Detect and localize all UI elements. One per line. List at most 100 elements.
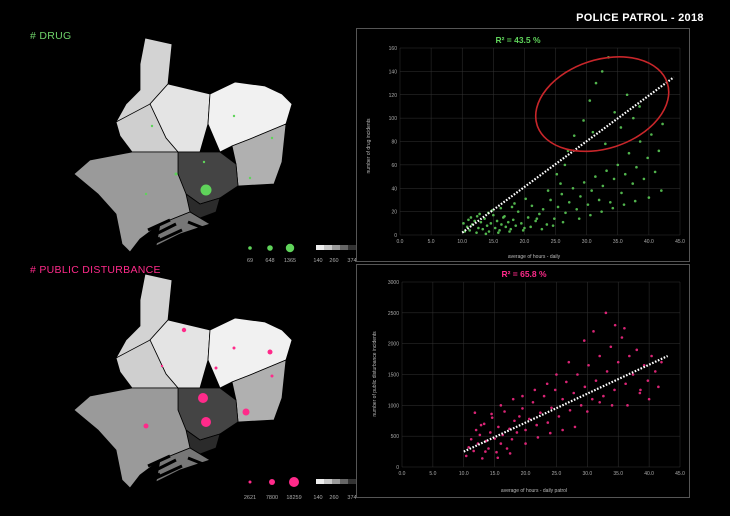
data-point xyxy=(467,218,470,222)
data-point xyxy=(536,436,540,439)
x-tick-label: 0.0 xyxy=(397,239,404,245)
x-tick-label: 20.0 xyxy=(521,471,531,477)
gray-swatch xyxy=(316,245,324,250)
data-point xyxy=(572,134,576,137)
gray-swatch xyxy=(324,245,332,250)
data-point xyxy=(549,198,552,202)
data-point xyxy=(503,410,506,413)
data-point xyxy=(650,354,653,358)
data-point xyxy=(520,222,523,225)
data-point xyxy=(647,397,651,401)
data-point xyxy=(661,122,664,126)
data-point xyxy=(631,182,635,185)
legend-size-medium xyxy=(267,245,273,251)
data-point xyxy=(579,404,583,407)
trend-line xyxy=(461,76,675,234)
legend-gray-label: 140 xyxy=(313,495,322,501)
data-point xyxy=(612,177,616,181)
legend-size-label: 2621 xyxy=(244,495,256,501)
data-point xyxy=(587,363,590,367)
data-point xyxy=(556,205,560,209)
legend-size-medium xyxy=(269,479,275,485)
data-point xyxy=(588,99,592,102)
data-point xyxy=(560,192,564,196)
data-point xyxy=(575,207,579,211)
y-tick-label: 3000 xyxy=(388,280,399,286)
legend-gray-label: 260 xyxy=(329,258,338,264)
gray-swatch xyxy=(316,479,324,484)
legend-size-label: 18259 xyxy=(286,495,301,501)
x-tick-label: 30.0 xyxy=(582,471,592,477)
data-point xyxy=(479,423,483,427)
y-axis-label: number of drug incidents xyxy=(366,118,372,174)
x-tick-label: 5.0 xyxy=(428,239,435,245)
data-point xyxy=(611,206,615,210)
data-point xyxy=(487,447,490,450)
drug-gray-legend: 140 260 374 xyxy=(313,245,357,264)
y-tick-label: 100 xyxy=(389,116,398,122)
data-point xyxy=(492,213,495,217)
x-axis-label: average of hours - daily patrol xyxy=(501,488,567,494)
data-point xyxy=(564,211,567,215)
data-point xyxy=(624,382,627,386)
pd-marker xyxy=(267,349,273,355)
gray-swatch xyxy=(324,479,332,484)
x-tick-label: 45.0 xyxy=(675,239,685,245)
data-point xyxy=(481,227,485,231)
r-squared-value: 43.5 % xyxy=(514,35,541,45)
data-point xyxy=(563,163,567,167)
data-point xyxy=(626,404,629,407)
data-point xyxy=(500,223,503,226)
y-tick-label: 2000 xyxy=(388,342,399,348)
data-point xyxy=(498,229,501,232)
drug-scatter-chart: R² = 43.5 % 0.0 5.0 10.0 15.0 20.0 25.0 30.0 35… xyxy=(356,28,690,262)
data-point xyxy=(555,373,558,376)
y-tick-label: 20 xyxy=(391,210,397,216)
data-point xyxy=(571,186,575,190)
data-point xyxy=(646,379,650,382)
data-point xyxy=(653,170,657,174)
data-point xyxy=(521,229,525,232)
drug-marker xyxy=(270,136,274,140)
x-tick-label: 40.0 xyxy=(644,239,654,245)
data-point xyxy=(604,142,607,146)
data-point xyxy=(642,363,646,367)
data-point xyxy=(478,433,482,437)
gray-swatch xyxy=(348,479,356,484)
drug-marker xyxy=(232,114,236,118)
data-point xyxy=(610,404,614,407)
pd-gray-legend: 140 260 374 xyxy=(313,479,357,501)
x-tick-label: 15.0 xyxy=(488,239,498,245)
legend-size-label: 648 xyxy=(265,258,274,264)
data-point xyxy=(620,191,623,195)
data-point xyxy=(546,189,550,192)
x-tick-label: 25.0 xyxy=(551,239,561,245)
data-point xyxy=(598,354,601,358)
trend-line xyxy=(463,355,669,453)
y-tick-label: 160 xyxy=(389,46,398,52)
data-point xyxy=(650,133,653,136)
data-point xyxy=(633,199,637,203)
harbor-piers xyxy=(143,218,209,248)
legend-size-small xyxy=(248,480,252,484)
y-tick-label: 0 xyxy=(394,233,397,239)
data-point xyxy=(489,222,493,225)
data-point xyxy=(472,449,475,453)
legend-gray-label: 260 xyxy=(329,495,338,501)
data-point xyxy=(573,425,577,429)
data-point xyxy=(605,169,608,173)
data-point xyxy=(567,200,571,204)
pd-marker-large xyxy=(201,417,211,427)
data-point xyxy=(499,206,503,210)
data-point xyxy=(539,411,542,415)
data-point xyxy=(499,404,503,407)
data-point xyxy=(613,323,617,327)
x-tick-label: 20.0 xyxy=(520,239,530,245)
data-point xyxy=(529,225,532,229)
x-tick-label: 45.0 xyxy=(675,471,685,477)
data-point xyxy=(499,442,503,445)
data-point xyxy=(627,151,631,155)
data-point xyxy=(589,213,592,217)
data-point xyxy=(623,326,626,330)
chart-frame xyxy=(356,28,690,262)
